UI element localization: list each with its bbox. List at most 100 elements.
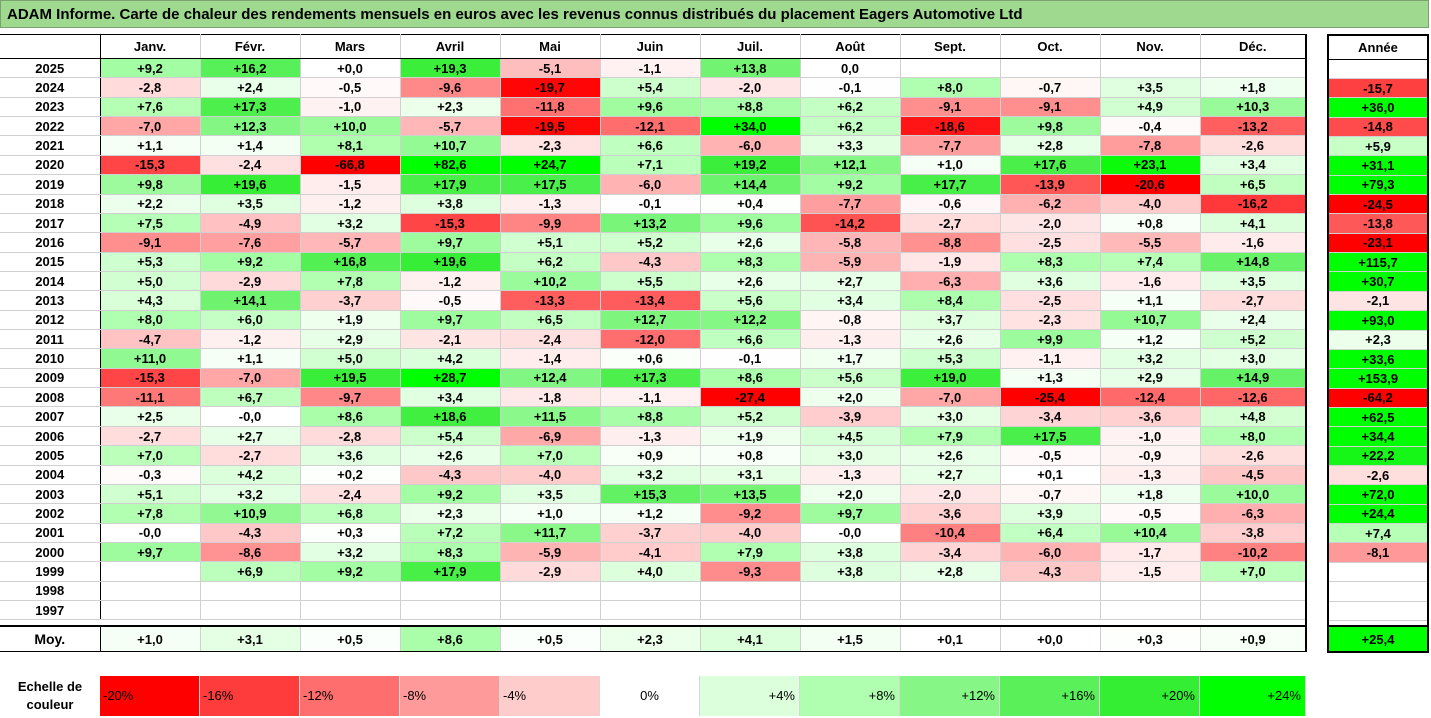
- heatmap-cell: +4,9: [1100, 97, 1201, 118]
- table-row: 2001 -0,0 -4,3 +0,3 +7,2 +11,7 -3,7 -4,0 -0,0 -10…: [0, 523, 1307, 543]
- annual-cell: [1328, 581, 1428, 602]
- heatmap-cell: -12,4: [1100, 387, 1201, 408]
- table-row: 2004 -0,3 +4,2 +0,2 -4,3 -4,0 +3,2 +3,1 -1,3 +2,7…: [0, 465, 1307, 485]
- heatmap-cell: -4,0: [700, 523, 801, 543]
- heatmap-cell: -3,4: [1000, 406, 1101, 427]
- year-label: 2018: [0, 194, 101, 214]
- annual-cell: -24,5: [1328, 194, 1428, 215]
- heatmap-cell: -4,5: [1200, 465, 1307, 485]
- heatmap-cell: +12,4: [500, 368, 601, 389]
- heatmap-cell: +5,6: [800, 368, 901, 389]
- heatmap-cell: -6,2: [1000, 194, 1101, 214]
- year-label: 1997: [0, 600, 101, 621]
- heatmap-cell: +16,2: [200, 58, 301, 79]
- column-header: Oct.: [1000, 34, 1101, 59]
- annual-column: Année -15,7 +36,0 -14,8 +5,9 +31,1 +79,3 -24,5-…: [1327, 34, 1429, 654]
- table-row: +30,7: [1328, 271, 1428, 292]
- header-row: Année: [1328, 35, 1428, 60]
- heatmap-cell: +9,8: [1000, 116, 1101, 137]
- table-row: -23,1: [1328, 233, 1428, 254]
- heatmap-cell: -1,3: [800, 329, 901, 350]
- annual-average-cell: +25,4: [1328, 625, 1428, 653]
- heatmap-cell: -1,2: [200, 329, 301, 350]
- column-header: Août: [800, 34, 901, 59]
- table-row: 2020 -15,3 -2,4 -66,8 +82,6 +24,7 +7,1 +19,2 +12…: [0, 155, 1307, 176]
- heatmap-cell: +5,3: [900, 348, 1001, 369]
- table-row: 2023 +7,6 +17,3 -1,0 +2,3 -11,8 +9,6 +8,8 +6,2 -9…: [0, 97, 1307, 118]
- color-scale-swatch: +24%: [1200, 676, 1306, 716]
- heatmap-cell: -16,2: [1200, 194, 1307, 214]
- column-header: Juin: [600, 34, 701, 59]
- average-cell: +4,1: [700, 624, 801, 653]
- color-scale-swatch: -4%: [500, 676, 600, 716]
- heatmap-cell: +6,6: [700, 329, 801, 350]
- heatmap-cell: +9,7: [400, 232, 501, 253]
- heatmap-cell: +2,2: [100, 194, 201, 214]
- table-row: 2017 +7,5 -4,9 +3,2 -15,3 -9,9 +13,2 +9,6 -14,2-…: [0, 213, 1307, 234]
- heatmap-cell: +12,1: [800, 155, 901, 176]
- heatmap-cell: -1,9: [900, 252, 1001, 272]
- heatmap-cell: -8,6: [200, 542, 301, 563]
- heatmap-cell: -4,9: [200, 213, 301, 234]
- heatmap-cell: -4,7: [100, 329, 201, 350]
- heatmap-cell: +3,2: [300, 542, 401, 563]
- heatmap-cell: -7,0: [200, 368, 301, 389]
- heatmap-cell: -0,9: [1100, 445, 1201, 466]
- heatmap-cell: +6,6: [600, 135, 701, 156]
- color-scale-label: Echelle de couleur: [17, 679, 83, 712]
- heatmap-cell: -66,8: [300, 155, 401, 176]
- heatmap-cell: -11,1: [100, 387, 201, 408]
- annual-cell: +7,4: [1328, 523, 1428, 544]
- heatmap-cell: -1,6: [1200, 232, 1307, 253]
- heatmap-cell: +3,5: [200, 194, 301, 214]
- heatmap-cell: +11,7: [500, 523, 601, 543]
- heatmap-cell: +6,2: [800, 97, 901, 118]
- average-cell: +0,0: [1000, 624, 1101, 653]
- heatmap-cell: +19,0: [900, 368, 1001, 389]
- heatmap-cell: +6,7: [200, 387, 301, 408]
- heatmap-cell: -6,9: [500, 426, 601, 447]
- average-cell: +0,1: [900, 624, 1001, 653]
- color-scale-swatch: -12%: [300, 676, 400, 716]
- heatmap-cell: -7,0: [900, 387, 1001, 408]
- heatmap-cell: +1,3: [1000, 368, 1101, 389]
- heatmap-cell: [300, 581, 401, 602]
- heatmap-cell: +9,8: [100, 174, 201, 195]
- heatmap-cell: -10,4: [900, 523, 1001, 543]
- heatmap-cell: +2,3: [400, 503, 501, 524]
- heatmap-cell: +5,1: [100, 484, 201, 505]
- heatmap-cell: +2,6: [900, 329, 1001, 350]
- heatmap-cell: -19,5: [500, 116, 601, 137]
- heatmap-cell: -2,3: [1000, 310, 1101, 331]
- heatmap-cell: -9,1: [1000, 97, 1101, 118]
- heatmap-cell: -2,4: [200, 155, 301, 176]
- heatmap-cell: [600, 600, 701, 621]
- year-label: 2014: [0, 271, 101, 292]
- heatmap-cell: +1,1: [100, 135, 201, 156]
- color-scale-swatch: +4%: [700, 676, 800, 716]
- heatmap-cell: +3,3: [800, 135, 901, 156]
- heatmap-cell: +3,1: [700, 465, 801, 485]
- heatmap-cell: [800, 600, 901, 621]
- heatmap-cell: -2,4: [300, 484, 401, 505]
- heatmap-cell: -9,2: [700, 503, 801, 524]
- heatmap-cell: +0,8: [1100, 213, 1201, 234]
- heatmap-cell: -0,0: [200, 406, 301, 427]
- heatmap-cell: -0,0: [100, 523, 201, 543]
- annual-cell: +153,9: [1328, 368, 1428, 389]
- heatmap-cell: +2,8: [1000, 135, 1101, 156]
- table-row: 2025 +9,2 +16,2 +0,0 +19,3 -5,1 -1,1 +13,8 0,0: [0, 58, 1307, 79]
- heatmap-cell: +9,2: [400, 484, 501, 505]
- heatmap-cell: +1,1: [200, 348, 301, 369]
- heatmap-cell: +17,5: [500, 174, 601, 195]
- heatmap-cell: +8,3: [700, 252, 801, 272]
- column-header: Nov.: [1100, 34, 1201, 59]
- annual-cell: -64,2: [1328, 388, 1428, 408]
- heatmap-cell: -6,3: [900, 271, 1001, 292]
- heatmap-cell: +9,9: [1000, 329, 1101, 350]
- heatmap-cell: -0,7: [1000, 484, 1101, 505]
- heatmap-cell: +3,2: [200, 484, 301, 505]
- heatmap-cell: [100, 581, 201, 602]
- table-row: 2022 -7,0 +12,3 +10,0 -5,7 -19,5 -12,1 +34,0 +6,…: [0, 116, 1307, 137]
- table-row: [1328, 562, 1428, 583]
